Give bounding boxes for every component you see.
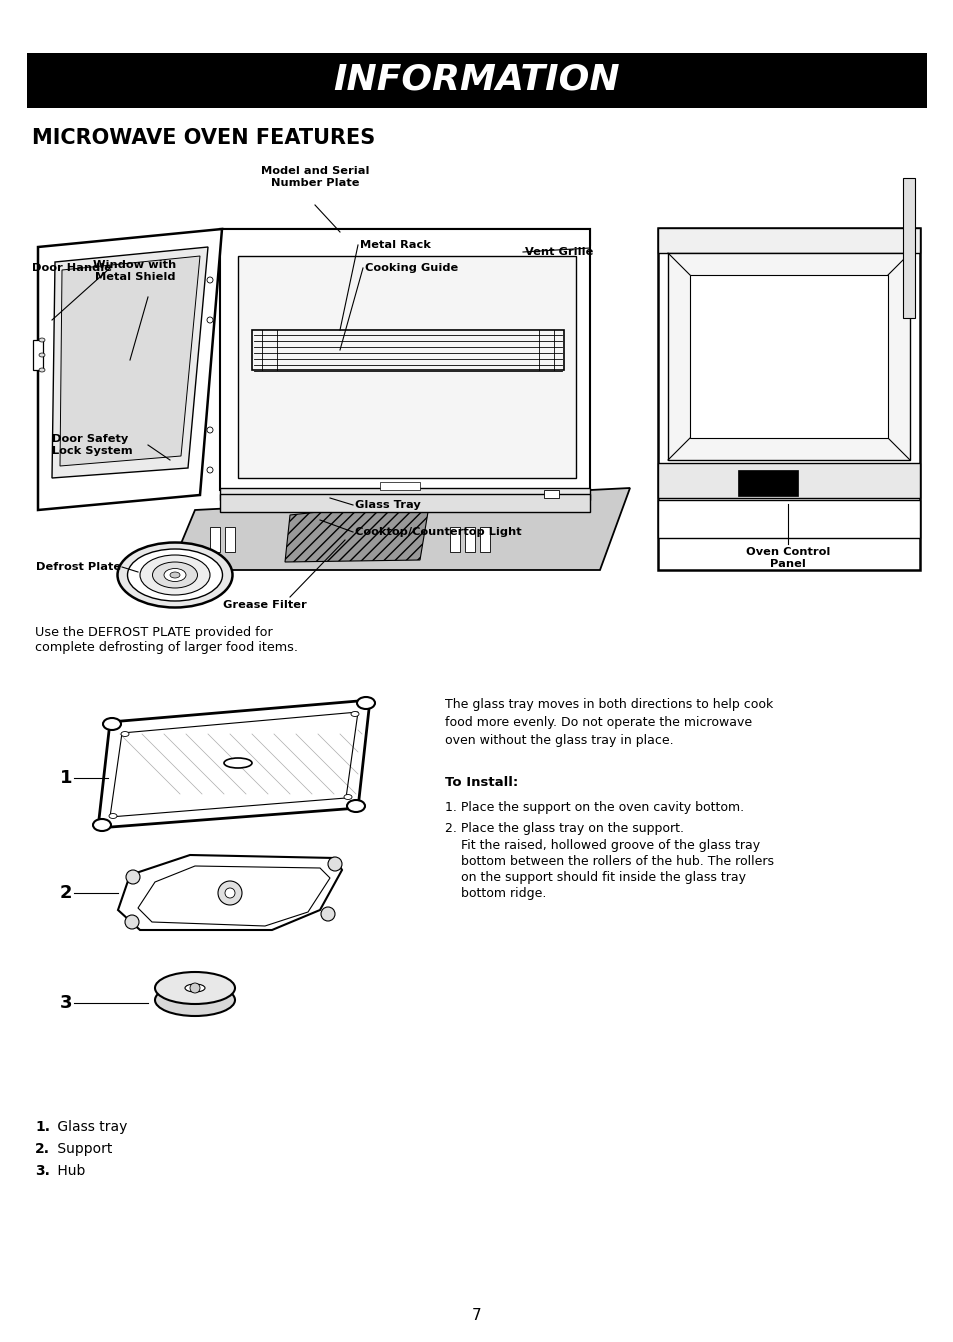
Text: Fit the raised, hollowed groove of the glass tray: Fit the raised, hollowed groove of the g… xyxy=(444,839,760,852)
Circle shape xyxy=(225,888,234,898)
Text: Cooking Guide: Cooking Guide xyxy=(365,263,457,272)
Polygon shape xyxy=(118,855,341,930)
Text: The glass tray moves in both directions to help cook
food more evenly. Do not op: The glass tray moves in both directions … xyxy=(444,698,773,747)
Bar xyxy=(220,229,589,490)
Ellipse shape xyxy=(347,800,365,812)
Ellipse shape xyxy=(140,556,210,595)
Bar xyxy=(220,488,589,501)
Text: Vent Grille: Vent Grille xyxy=(524,247,593,258)
Circle shape xyxy=(218,880,242,905)
Bar xyxy=(27,52,926,107)
Bar xyxy=(220,494,589,513)
Polygon shape xyxy=(52,247,208,478)
Text: 3: 3 xyxy=(59,994,71,1012)
Circle shape xyxy=(207,467,213,472)
Text: Glass Tray: Glass Tray xyxy=(355,501,420,510)
Ellipse shape xyxy=(351,711,358,717)
Ellipse shape xyxy=(344,794,352,800)
Bar xyxy=(33,340,43,370)
Ellipse shape xyxy=(117,542,233,608)
Bar xyxy=(237,256,576,478)
Bar xyxy=(658,228,919,254)
Bar xyxy=(658,463,919,498)
Polygon shape xyxy=(170,488,629,570)
Ellipse shape xyxy=(356,696,375,709)
Text: Defrost Plate: Defrost Plate xyxy=(36,562,121,572)
Text: Grease Filter: Grease Filter xyxy=(223,600,307,611)
Text: Door Handle: Door Handle xyxy=(32,263,112,272)
Circle shape xyxy=(125,915,139,929)
Text: Metal Rack: Metal Rack xyxy=(359,240,431,250)
Ellipse shape xyxy=(103,718,121,730)
Text: 1.: 1. xyxy=(35,1121,50,1134)
Circle shape xyxy=(207,427,213,433)
Text: Cooktop/Countertop Light: Cooktop/Countertop Light xyxy=(355,527,521,537)
Polygon shape xyxy=(220,229,589,246)
Circle shape xyxy=(328,858,341,871)
Bar xyxy=(479,527,490,552)
Ellipse shape xyxy=(39,353,45,357)
Ellipse shape xyxy=(39,338,45,342)
Polygon shape xyxy=(60,256,200,466)
Ellipse shape xyxy=(164,569,186,581)
Text: 2: 2 xyxy=(59,884,71,902)
Text: 2. Place the glass tray on the support.: 2. Place the glass tray on the support. xyxy=(444,823,683,835)
Ellipse shape xyxy=(170,572,180,578)
Circle shape xyxy=(207,317,213,323)
Ellipse shape xyxy=(92,819,111,831)
Text: bottom ridge.: bottom ridge. xyxy=(444,887,546,900)
Ellipse shape xyxy=(152,562,197,588)
Text: 1. Place the support on the oven cavity bottom.: 1. Place the support on the oven cavity … xyxy=(444,801,743,815)
Text: 3.: 3. xyxy=(35,1164,50,1178)
Bar xyxy=(658,228,919,570)
Text: INFORMATION: INFORMATION xyxy=(334,63,619,97)
Bar xyxy=(689,275,887,437)
Polygon shape xyxy=(38,229,222,510)
Ellipse shape xyxy=(39,368,45,372)
Bar xyxy=(225,527,234,552)
Text: Hub: Hub xyxy=(53,1164,85,1178)
Text: Glass tray: Glass tray xyxy=(53,1121,128,1134)
Circle shape xyxy=(190,982,200,993)
Bar xyxy=(543,490,558,498)
Text: Model and Serial
Number Plate: Model and Serial Number Plate xyxy=(260,166,369,188)
Text: 2.: 2. xyxy=(35,1142,50,1155)
Text: 1: 1 xyxy=(59,769,71,786)
Bar xyxy=(738,470,797,497)
Text: Oven Control
Panel: Oven Control Panel xyxy=(745,548,829,569)
Bar xyxy=(252,330,563,370)
Ellipse shape xyxy=(128,549,222,601)
Ellipse shape xyxy=(121,731,129,737)
Text: To Install:: To Install: xyxy=(444,776,517,789)
Text: Support: Support xyxy=(53,1142,112,1155)
Bar xyxy=(902,178,914,318)
Bar xyxy=(464,527,475,552)
Polygon shape xyxy=(98,701,370,828)
Ellipse shape xyxy=(154,972,234,1004)
Text: bottom between the rollers of the hub. The rollers: bottom between the rollers of the hub. T… xyxy=(444,855,773,868)
Text: 7: 7 xyxy=(472,1308,481,1323)
Text: Window with
Metal Shield: Window with Metal Shield xyxy=(93,260,176,282)
Text: Use the DEFROST PLATE provided for
complete defrosting of larger food items.: Use the DEFROST PLATE provided for compl… xyxy=(35,625,297,654)
Ellipse shape xyxy=(185,984,205,992)
Bar xyxy=(450,527,459,552)
Text: on the support should fit inside the glass tray: on the support should fit inside the gla… xyxy=(444,871,745,884)
Polygon shape xyxy=(285,501,430,562)
Text: Door Safety
Lock System: Door Safety Lock System xyxy=(52,435,132,456)
Ellipse shape xyxy=(154,984,234,1016)
Ellipse shape xyxy=(109,813,117,819)
Bar xyxy=(658,501,919,538)
Ellipse shape xyxy=(224,758,252,768)
Circle shape xyxy=(126,870,140,884)
Circle shape xyxy=(320,907,335,921)
Bar xyxy=(667,254,909,460)
Circle shape xyxy=(207,276,213,283)
Text: MICROWAVE OVEN FEATURES: MICROWAVE OVEN FEATURES xyxy=(32,127,375,148)
Bar xyxy=(379,482,419,490)
Bar xyxy=(210,527,220,552)
